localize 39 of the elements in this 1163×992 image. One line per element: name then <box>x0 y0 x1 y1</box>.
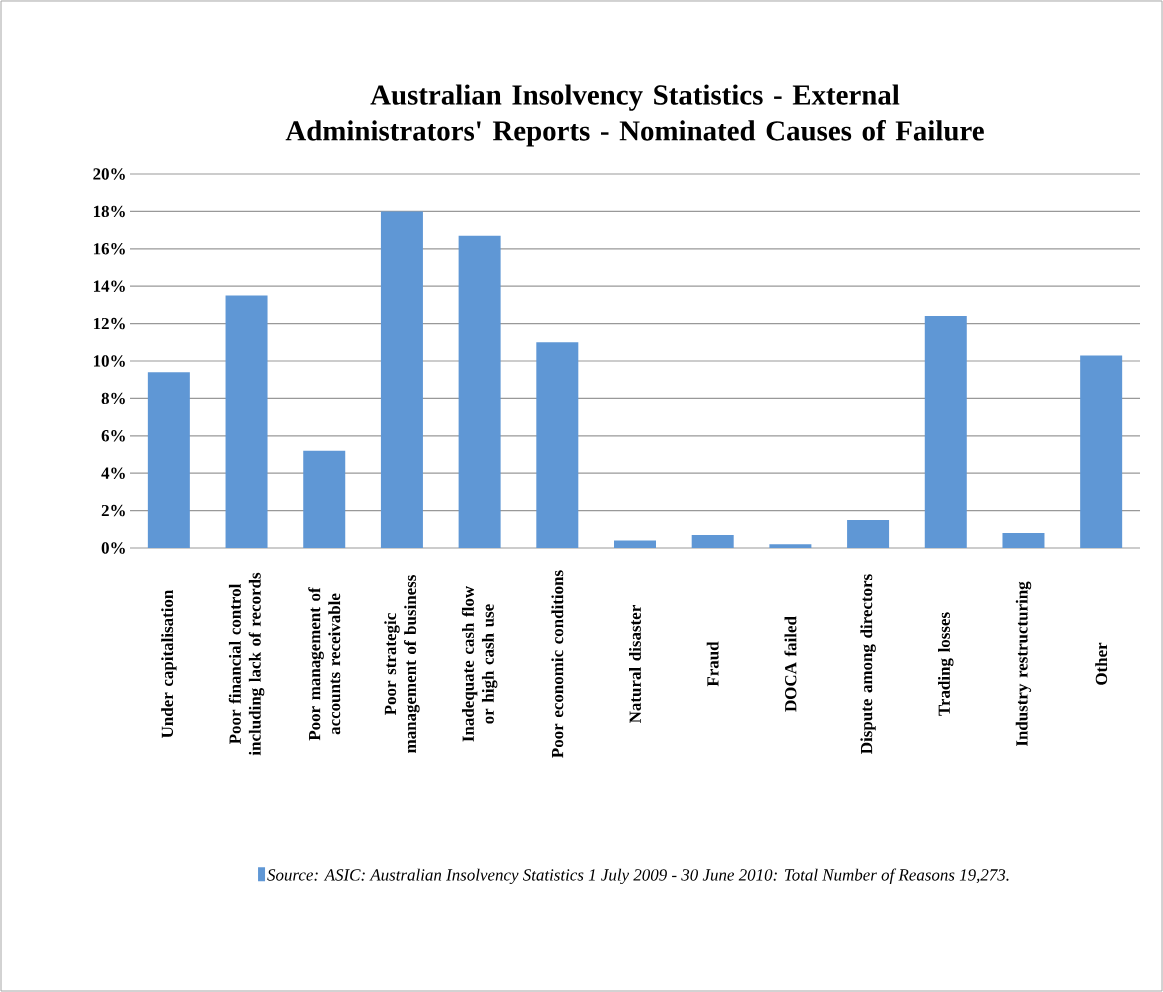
x-tick-label: Inadequate cash flow or high cash use <box>461 586 498 742</box>
bar <box>225 295 268 548</box>
y-tick-label: 18% <box>93 205 125 218</box>
bar <box>924 316 967 548</box>
y-tick-label: 20% <box>93 168 125 180</box>
bar <box>691 534 734 548</box>
bar <box>380 211 423 548</box>
y-tick-label: 6% <box>101 430 125 442</box>
x-tick-label: Poor management of accounts receivable <box>308 587 341 741</box>
bar <box>614 540 656 548</box>
bar <box>458 235 501 548</box>
bar <box>147 372 190 548</box>
bar <box>847 519 890 548</box>
y-tick-label: 4% <box>101 467 125 479</box>
y-tick-label: 8% <box>101 392 125 405</box>
x-tick-label: Dispute among directors <box>860 574 876 754</box>
bar <box>536 342 579 548</box>
x-tick-label: Poor strategic management of business <box>384 575 420 753</box>
y-tick-label: 14% <box>93 280 125 292</box>
bar <box>1080 355 1123 548</box>
x-tick-label: Poor financial control including lack of records <box>228 572 265 756</box>
x-tick-label: DOCA failed <box>784 616 797 712</box>
bar <box>769 544 812 548</box>
legend-label: Source: ASIC: Australian Insolvency Statistics 1 July 2009 - 30 June 2010: Total Number of Reasons 19,273. <box>267 868 1009 885</box>
x-tick-label: Natural disaster <box>629 605 641 723</box>
chart-title: Australian Insolvency Statistics - External Administrators' Reports - Nominated Causes of Failure <box>285 84 984 147</box>
x-tick-label: Fraud <box>706 641 719 687</box>
x-tick-label: Poor economic conditions <box>551 570 564 758</box>
y-tick-label: 10% <box>93 355 125 367</box>
y-tick-label: 16% <box>93 243 125 255</box>
x-tick-label: Other <box>1095 642 1108 685</box>
y-tick-label: 0% <box>101 542 125 554</box>
y-tick-label: 12% <box>93 317 125 330</box>
x-tick-label: Under capitalisation <box>161 589 177 738</box>
bar <box>303 450 346 548</box>
x-tick-label: Industry restructuring <box>1015 581 1032 747</box>
bar <box>1002 533 1045 548</box>
x-tick-label: Trading losses <box>938 612 954 716</box>
y-tick-label: 2% <box>101 504 125 517</box>
